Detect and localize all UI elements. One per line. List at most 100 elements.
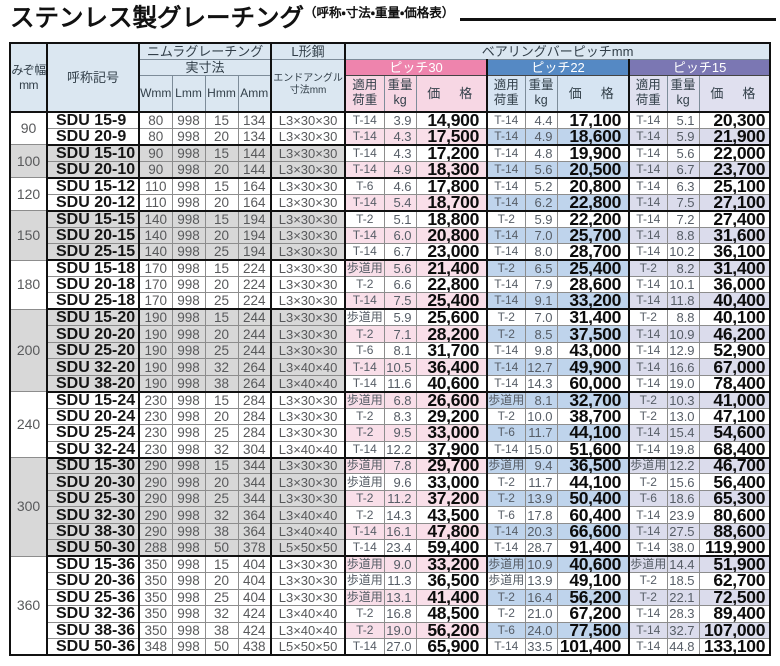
product-code-cell: SDU 20-10 (46, 160, 140, 179)
dim-l-cell: 998 (171, 588, 206, 607)
p22-price-cell: 77,500 (556, 621, 630, 640)
table-row: 90 SDU 15-9 80 998 15 134 L3×30×30 T-14 3.9 14,90… (9, 110, 771, 146)
p15-weight-cell: 10.1 (666, 276, 700, 294)
p30-price-cell: 37,900 (415, 440, 488, 459)
product-code-cell: SDU 15-15 (46, 209, 140, 228)
p22-applied-load-cell: T-2 (486, 209, 526, 228)
dim-h-cell: 20 (204, 572, 239, 590)
p15-applied-load-cell: T-14 (628, 127, 668, 146)
dim-w-cell: 140 (138, 209, 173, 228)
p30-applied-load-cell: T-2 (344, 424, 385, 442)
dim-h-cell: 25 (204, 243, 239, 261)
dim-h-cell: 38 (204, 374, 239, 393)
p15-price-cell: 51,900 (698, 555, 771, 574)
end-angle-cell: L3×30×30 (270, 489, 346, 508)
dim-a-cell: 364 (237, 522, 272, 541)
p22-price-cell: 19,900 (556, 143, 630, 162)
dim-a-cell: 424 (237, 605, 272, 623)
col-header-dim-l: Lmm (171, 74, 206, 113)
table-row: SDU 32-36 350 998 32 424 L3×40×40 T-2 16.8 48,50… (10, 605, 771, 623)
p22-weight-cell: 9.1 (524, 292, 558, 310)
p15-applied-load-cell: T-2 (628, 588, 668, 607)
p15-weight-cell: 15.6 (666, 473, 700, 491)
page-title: ステンレス製グレーチング (10, 4, 304, 32)
p22-applied-load-cell: T-14 (486, 127, 526, 146)
product-code-cell: SDU 25-15 (46, 243, 140, 261)
p30-price-cell: 36,400 (415, 358, 488, 376)
end-angle-cell: L3×30×30 (270, 456, 346, 475)
table-row: SDU 20-12 110 998 20 164 L3×30×30 T-14 5.4 18,70… (10, 193, 771, 212)
dim-a-cell: 404 (237, 588, 272, 607)
p15-price-cell: 21,900 (698, 127, 771, 146)
table-row: 100 SDU 15-10 90 998 15 144 L3×30×30 T-14 4.3 17,… (9, 143, 771, 179)
col-header-pitch22: ピッチ22 (486, 58, 630, 76)
dim-w-cell: 290 (138, 456, 173, 475)
dim-w-cell: 190 (138, 341, 173, 360)
p30-applied-load-cell: T-14 (344, 440, 385, 459)
end-angle-cell: L3×30×30 (270, 259, 346, 278)
dim-h-cell: 15 (204, 176, 239, 195)
p15-weight-cell: 14.4 (666, 555, 700, 574)
dim-w-cell: 110 (138, 193, 173, 212)
dim-h-cell: 20 (204, 276, 239, 294)
col-header-pitch15: ピッチ15 (628, 58, 771, 76)
p15-price-cell: 20,300 (698, 110, 771, 129)
p22-applied-load-cell: T-14 (486, 440, 526, 459)
p30-weight-cell: 5.9 (383, 308, 417, 327)
dim-h-cell: 20 (204, 473, 239, 491)
dim-l-cell: 998 (171, 176, 206, 195)
p22-applied-load-cell: T-6 (486, 424, 526, 442)
dim-a-cell: 264 (237, 374, 272, 393)
p15-weight-cell: 10.2 (666, 243, 700, 261)
p22-weight-cell: 20.3 (524, 522, 558, 541)
p30-price-cell: 43,500 (415, 506, 488, 524)
table-row: 240 SDU 15-24 230 998 15 284 L3×30×30 歩道用 6.8 26,… (9, 390, 771, 459)
dim-a-cell: 224 (237, 259, 272, 278)
p15-price-cell: 27,400 (698, 209, 771, 228)
p30-price-cell: 26,600 (415, 390, 488, 409)
p30-applied-load-cell: T-14 (344, 358, 385, 376)
p15-weight-cell: 5.9 (666, 127, 700, 146)
p15-weight-cell: 18.6 (666, 489, 700, 508)
dim-h-cell: 15 (204, 390, 239, 409)
dim-a-cell: 194 (237, 243, 272, 261)
p30-weight-cell: 9.5 (383, 424, 417, 442)
dim-h-cell: 20 (204, 160, 239, 179)
p15-applied-load-cell: T-14 (628, 621, 668, 640)
p15-weight-cell: 44.8 (666, 637, 700, 656)
dim-l-cell: 998 (171, 110, 206, 129)
table-row: SDU 25-20 190 998 25 244 L3×30×30 T-6 8.1 31,700… (10, 341, 771, 360)
p30-price-cell: 29,700 (415, 456, 488, 475)
p22-applied-load-cell: T-2 (486, 325, 526, 343)
col-header-p30-price: 価 格 (415, 74, 488, 113)
p22-applied-load-cell: T-14 (486, 243, 526, 261)
p22-applied-load-cell: T-2 (486, 489, 526, 508)
p15-weight-cell: 38.0 (666, 539, 700, 557)
product-code-cell: SDU 15-9 (46, 110, 140, 129)
p30-applied-load-cell: T-14 (344, 243, 385, 261)
product-code-cell: SDU 50-30 (46, 539, 140, 557)
dim-a-cell: 424 (237, 621, 272, 640)
product-code-cell: SDU 50-36 (46, 637, 140, 656)
p22-applied-load-cell: T-6 (486, 506, 526, 524)
title-row: ステンレス製グレーチング （呼称・寸法・重量・価格表） (10, 1, 776, 37)
dim-a-cell: 224 (237, 276, 272, 294)
dim-l-cell: 998 (171, 390, 206, 409)
p30-price-cell: 37,200 (415, 489, 488, 508)
dim-w-cell: 290 (138, 489, 173, 508)
p15-price-cell: 23,700 (698, 160, 771, 179)
product-code-cell: SDU 20-30 (46, 473, 140, 491)
p30-weight-cell: 6.7 (383, 243, 417, 261)
header-row-subcolumns: Wmm Lmm Hmm Amm 適用 荷重 重量 kg 価 格 適用 荷重 重量… (10, 74, 771, 113)
dim-l-cell: 998 (171, 292, 206, 310)
p30-applied-load-cell: T-6 (344, 176, 385, 195)
product-code-cell: SDU 20-18 (46, 276, 140, 294)
groove-width-cell: 240 (9, 391, 48, 459)
table-row: SDU 25-15 140 998 25 194 L3×30×30 T-14 6.7 23,00… (10, 243, 771, 261)
p15-weight-cell: 12.9 (666, 341, 700, 360)
p15-price-cell: 22,000 (698, 143, 771, 162)
groove-width-cell: 300 (9, 457, 48, 557)
p30-weight-cell: 9.6 (383, 473, 417, 491)
p30-price-cell: 40,600 (415, 374, 488, 393)
dim-w-cell: 190 (138, 308, 173, 327)
